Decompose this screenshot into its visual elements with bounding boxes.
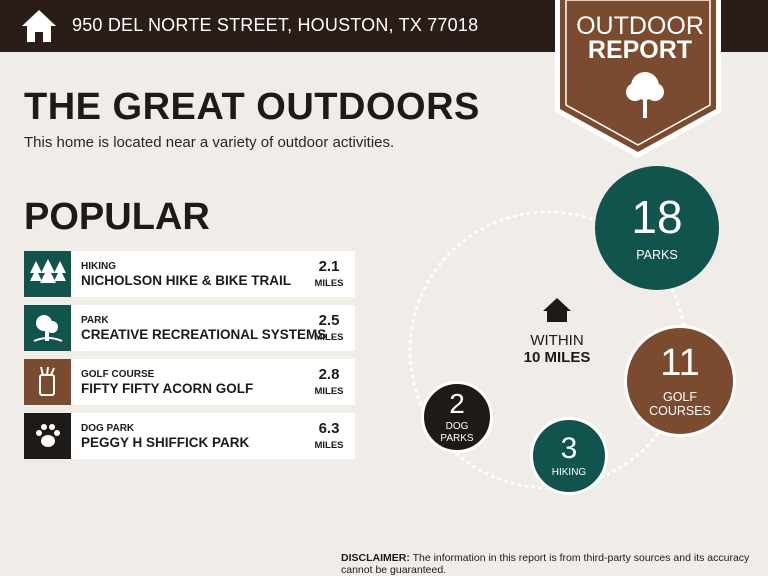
- subtitle: This home is located near a variety of o…: [24, 134, 395, 151]
- count: 18: [631, 190, 683, 243]
- home-icon: [22, 10, 56, 42]
- circle-label: GOLF COURSES: [649, 389, 711, 418]
- list-row: PARK CREATIVE RECREATIONAL SYSTEMS 2.5 MILE…: [24, 305, 355, 351]
- icon-box: [24, 251, 71, 297]
- circle-label: PARKS: [636, 247, 678, 262]
- distance: 2.1: [318, 258, 340, 275]
- activity-icon: [36, 424, 60, 447]
- title: THE GREAT OUTDOORS: [24, 86, 480, 128]
- disclaimer: DISCLAIMER: The information in this repo…: [341, 552, 761, 576]
- category: DOG PARK: [81, 423, 135, 434]
- distance-unit: MILES: [314, 332, 344, 343]
- category: PARK: [81, 315, 109, 326]
- activity-icon: [39, 366, 55, 396]
- summary-circle: 11 GOLF COURSES: [624, 325, 736, 437]
- badge-line: REPORT: [587, 36, 693, 64]
- category: GOLF COURSE: [81, 369, 155, 380]
- badge: [555, 0, 721, 158]
- place-name: CREATIVE RECREATIONAL SYSTEMS: [81, 327, 327, 342]
- list-row: GOLF COURSE FIFTY FIFTY ACORN GOLF 2.8 MILE…: [24, 359, 355, 405]
- address: 950 DEL NORTE STREET, HOUSTON, TX 77018: [72, 15, 479, 35]
- distance: 2.5: [318, 312, 340, 329]
- count: 2: [449, 388, 465, 419]
- badge-title: OUTDOOR REPORT: [560, 12, 720, 64]
- distance-unit: MILES: [314, 278, 344, 289]
- icon-box: [24, 413, 71, 459]
- place-name: PEGGY H SHIFFICK PARK: [81, 435, 250, 450]
- list-row: HIKING NICHOLSON HIKE & BIKE TRAIL 2.1 MILE…: [24, 251, 355, 297]
- icon-box: [24, 305, 71, 351]
- icon-box: [24, 359, 71, 405]
- summary-circle: 3 HIKING: [530, 417, 608, 495]
- activity-icon: [33, 315, 63, 342]
- disclaimer-text: The information in this report is from t…: [341, 552, 750, 576]
- center-line: WITHIN: [530, 332, 584, 349]
- distance: 6.3: [318, 420, 340, 437]
- count: 11: [660, 341, 700, 384]
- center-line: 10 MILES: [523, 349, 591, 366]
- category: HIKING: [81, 261, 116, 272]
- place-name: NICHOLSON HIKE & BIKE TRAIL: [81, 273, 292, 288]
- badge-line: OUTDOOR: [576, 12, 704, 40]
- distance: 2.8: [318, 366, 340, 383]
- circle-label: HIKING: [551, 466, 587, 478]
- center-label: WITHIN 10 MILES: [497, 332, 617, 366]
- circle-label: DOG PARKS: [440, 421, 474, 444]
- summary-circle: 18 PARKS: [595, 166, 719, 290]
- count: 3: [560, 431, 578, 465]
- distance-unit: MILES: [314, 440, 344, 451]
- summary-circle: 2 DOG PARKS: [421, 381, 493, 453]
- disclaimer-label: DISCLAIMER:: [341, 552, 410, 564]
- list-row: DOG PARK PEGGY H SHIFFICK PARK 6.3 MILES: [24, 413, 355, 459]
- section-heading: POPULAR: [24, 196, 210, 238]
- distance-unit: MILES: [314, 386, 344, 397]
- activity-icon: [30, 259, 66, 283]
- place-name: FIFTY FIFTY ACORN GOLF: [81, 381, 254, 396]
